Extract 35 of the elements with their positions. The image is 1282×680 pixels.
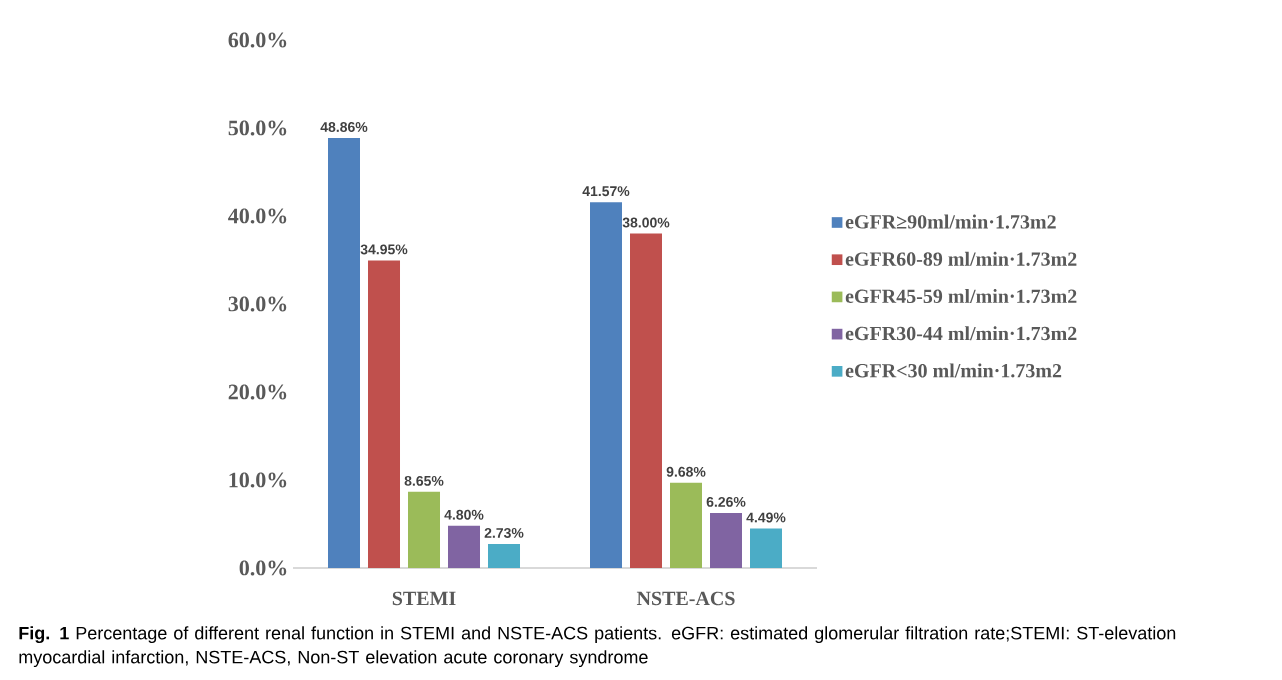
data-label: 34.95% <box>360 244 408 255</box>
legend-label: eGFR30-44 ml/min·1.73m2 <box>845 326 1077 341</box>
data-label: 41.57% <box>582 186 630 197</box>
legend-label: eGFR<30 ml/min·1.73m2 <box>845 363 1062 378</box>
data-label: 38.00% <box>622 217 670 228</box>
y-tick-label: 0.0% <box>239 560 287 576</box>
y-tick-label: 10.0% <box>229 472 287 488</box>
legend-label: eGFR≥90ml/min·1.73m2 <box>845 214 1056 229</box>
y-tick-label: 50.0% <box>228 120 287 136</box>
data-label: 8.65% <box>404 475 444 486</box>
y-tick-label: 30.0% <box>228 296 287 312</box>
data-label: 4.80% <box>444 509 484 520</box>
x-tick-label: STEMI <box>392 591 456 606</box>
x-tick-label: NSTE-ACS <box>636 591 735 606</box>
bar <box>448 525 481 568</box>
bar <box>670 482 703 568</box>
bar <box>710 512 742 568</box>
bar <box>408 491 440 568</box>
legend-label: eGFR60-89 ml/min·1.73m2 <box>845 251 1077 266</box>
bar <box>630 233 662 568</box>
legend-label: eGFR45-59 ml/min·1.73m2 <box>845 288 1077 304</box>
data-label: 6.26% <box>706 496 746 507</box>
bar <box>590 202 622 568</box>
bar <box>750 528 783 568</box>
bar <box>488 543 521 568</box>
data-label: 9.68% <box>666 466 706 477</box>
y-tick-label: 60.0% <box>228 32 287 48</box>
data-label: 4.49% <box>746 512 786 523</box>
data-label: 48.86% <box>320 122 368 132</box>
text: Fig. 1 Percentage of different renal function in STEMI and NSTE-ACS patients. eGFR: estimated glomerular filtration rate;STEMI: ST-elevation myocardial infarction, NSTE-ACS, Non-ST elevation acute coronary syndrome <box>19 626 1176 668</box>
y-tick-label: 20.0% <box>228 384 287 400</box>
bar <box>328 138 360 568</box>
y-tick-label: 40.0% <box>228 208 287 224</box>
bar <box>368 260 401 568</box>
data-label: 2.73% <box>484 527 524 538</box>
